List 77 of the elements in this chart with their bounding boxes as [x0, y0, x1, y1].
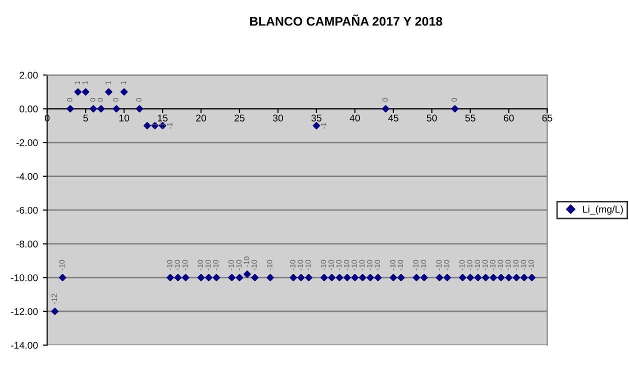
x-tick-label: 55 [465, 114, 476, 122]
x-tick-label: 10 [119, 114, 130, 122]
point [266, 274, 274, 282]
point [182, 274, 190, 282]
y-tick-label: -12.00 [11, 308, 38, 315]
x-tick-label: 20 [196, 114, 206, 122]
point [420, 274, 428, 282]
point [228, 274, 236, 282]
point [205, 274, 212, 282]
y-tick-label: -2.00 [16, 139, 38, 146]
x-tick-label: 35 [311, 114, 322, 122]
point [82, 88, 90, 96]
y-tick-label: -14.00 [11, 342, 38, 349]
y-tick-label: -4.00 [16, 173, 38, 180]
y-tick-label: 0.00 [20, 106, 38, 112]
point [66, 105, 74, 112]
point [112, 105, 120, 112]
point [320, 274, 328, 282]
legend-label: Li_(mg/L) [583, 206, 623, 215]
y-tick-label: -10.00 [11, 274, 38, 282]
point [374, 274, 382, 282]
point [497, 274, 505, 282]
point [474, 274, 482, 282]
y-tick-label: -6.00 [16, 206, 38, 214]
point [305, 274, 312, 282]
point [58, 274, 66, 282]
point [174, 274, 182, 282]
point [51, 308, 59, 316]
x-tick-label: 45 [388, 114, 398, 122]
point [290, 274, 297, 282]
point [144, 122, 151, 130]
y-tick-label: -8.00 [16, 240, 38, 248]
point [382, 105, 390, 112]
y-tick-label: 2.00 [20, 72, 38, 79]
point [444, 274, 451, 282]
x-tick-label: 15 [158, 114, 168, 122]
point [297, 274, 305, 282]
point [436, 274, 444, 282]
point [197, 274, 205, 282]
x-tick-label: 50 [426, 114, 437, 122]
point [512, 274, 520, 282]
point [166, 274, 174, 282]
point [136, 105, 144, 112]
point [120, 88, 128, 96]
point [74, 88, 82, 96]
point [336, 274, 344, 282]
point [105, 88, 112, 96]
point [482, 274, 490, 282]
point [97, 105, 105, 112]
point [520, 274, 528, 282]
point [358, 274, 366, 282]
point [528, 274, 536, 282]
point [390, 274, 398, 282]
x-tick-label: 30 [272, 114, 283, 122]
point [328, 274, 336, 282]
point [490, 274, 498, 282]
point [244, 270, 251, 278]
x-tick-label: 65 [542, 114, 552, 122]
point [212, 274, 220, 282]
x-tick-label: 40 [350, 114, 360, 122]
point [351, 274, 359, 282]
point [236, 274, 244, 282]
x-tick-label: 5 [83, 114, 88, 122]
point [466, 274, 474, 282]
point [451, 105, 459, 112]
point [397, 274, 405, 282]
point [505, 274, 512, 282]
point [90, 105, 97, 112]
point [344, 274, 351, 282]
point [251, 274, 259, 282]
point [458, 274, 466, 282]
point [366, 274, 374, 282]
point [312, 122, 320, 130]
x-tick-label: 60 [504, 114, 514, 122]
point [412, 274, 420, 282]
x-tick-label: 25 [234, 114, 245, 122]
chart-title: BLANCO CAMPAÑA 2017 Y 2018 [250, 14, 442, 26]
